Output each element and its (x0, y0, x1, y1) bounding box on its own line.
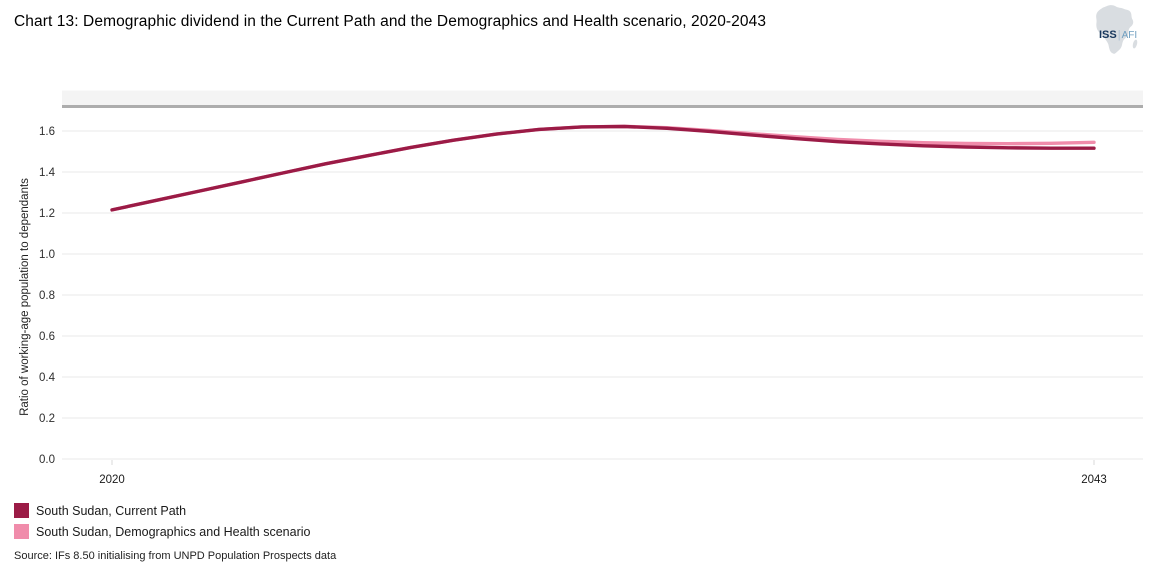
y-axis-tick-label: 0.8 (39, 290, 55, 302)
legend-item-current-path: South Sudan, Current Path (14, 503, 310, 518)
legend-swatch-demographics-health (14, 524, 29, 539)
y-axis-tick-label: 0.4 (39, 372, 56, 384)
y-axis-tick-label: 1.4 (39, 167, 56, 179)
logo-separator: | (1117, 29, 1121, 41)
iss-afi-logo: ISS|AFI (1085, 4, 1147, 54)
y-axis-tick-label: 1.6 (39, 126, 55, 138)
legend-label-demographics-health: South Sudan, Demographics and Health sce… (36, 524, 311, 539)
logo-wordmark: ISS|AFI (1099, 29, 1137, 41)
y-axis-tick-label: 0.6 (39, 331, 55, 343)
legend-swatch-current-path (14, 503, 29, 518)
y-axis-title: Ratio of working-age population to depen… (19, 178, 31, 416)
x-axis-tick-label: 2020 (99, 474, 125, 486)
y-axis-tick-label: 0.0 (39, 454, 55, 466)
series-line-current-path (110, 124, 1096, 212)
y-axis-tick-label: 0.2 (39, 413, 55, 425)
y-axis-tick-label: 1.2 (39, 208, 55, 220)
chart-legend: South Sudan, Current Path South Sudan, D… (14, 503, 310, 545)
chart-title: Chart 13: Demographic dividend in the Cu… (14, 13, 767, 30)
timeline-range-slider[interactable] (62, 90, 1143, 108)
series-line-demographics-health (110, 124, 1096, 212)
africa-map-icon (1096, 5, 1138, 54)
logo-iss-text: ISS (1099, 29, 1117, 41)
legend-label-current-path: South Sudan, Current Path (36, 503, 187, 518)
source-note: Source: IFs 8.50 initialising from UNPD … (14, 550, 337, 562)
legend-item-demographics-health: South Sudan, Demographics and Health sce… (14, 524, 310, 539)
x-axis-tick-label: 2043 (1081, 474, 1107, 486)
logo-afi-text: AFI (1121, 30, 1138, 41)
y-axis-tick-label: 1.0 (39, 249, 55, 261)
